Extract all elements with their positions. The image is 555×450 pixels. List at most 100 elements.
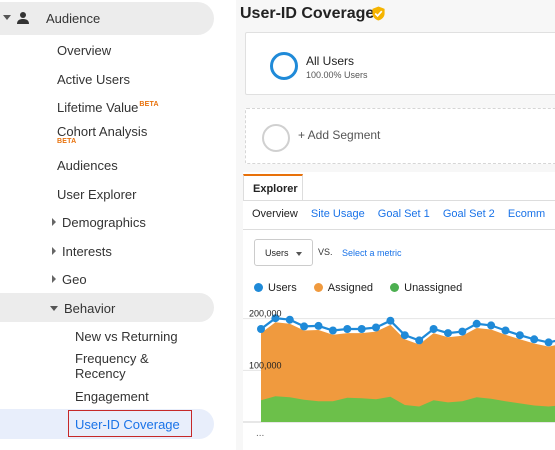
sidebar-item-demographics[interactable]: Demographics: [52, 215, 146, 230]
segment-percent: 100.00% Users: [306, 70, 368, 80]
legend-item-unassigned: Unassigned: [390, 282, 462, 294]
sidebar-item-label: Audiences: [57, 158, 118, 173]
add-segment-label: + Add Segment: [298, 128, 381, 142]
beta-badge: BETA: [57, 138, 77, 145]
sidebar-item-new-vs-returning[interactable]: New vs Returning: [75, 329, 178, 344]
data-point-users[interactable]: [487, 321, 496, 330]
data-point-users[interactable]: [386, 316, 395, 325]
data-point-users[interactable]: [357, 325, 366, 333]
data-point-users[interactable]: [530, 335, 539, 344]
highlight-box: [68, 410, 192, 437]
vs-label: VS.: [318, 247, 333, 257]
verified-shield-icon: [372, 6, 385, 21]
person-icon: [17, 12, 29, 24]
data-point-users[interactable]: [544, 338, 553, 347]
chart-legend: Users Assigned Unassigned: [254, 282, 476, 294]
subtab-site-usage[interactable]: Site Usage: [310, 208, 365, 220]
sidebar-item-label: Demographics: [62, 215, 146, 230]
chevron-right-icon: [52, 218, 56, 226]
data-point-users[interactable]: [285, 315, 294, 324]
segment-circle-icon: [270, 52, 298, 80]
sidebar-item-label: Geo: [62, 272, 87, 287]
legend-dot-icon: [390, 283, 400, 292]
sidebar-item-engagement[interactable]: Engagement: [75, 389, 149, 404]
data-point-users[interactable]: [515, 331, 524, 340]
subtab-overview[interactable]: Overview: [252, 208, 298, 220]
sidebar-item-behavior-bg: [0, 293, 214, 322]
sidebar: Audience Overview Active Users Lifetime …: [0, 0, 236, 450]
sidebar-item-interests[interactable]: Interests: [52, 244, 112, 259]
beta-badge: BETA: [139, 101, 159, 108]
data-point-users[interactable]: [343, 325, 352, 333]
sidebar-item-label: Recency: [75, 366, 126, 381]
legend-item-assigned: Assigned: [313, 282, 374, 294]
data-point-users[interactable]: [501, 326, 510, 335]
sidebar-item-label: User-ID Coverage: [75, 417, 180, 432]
segment-name: All Users: [306, 54, 355, 68]
data-point-users[interactable]: [300, 322, 309, 331]
explorer-panel: Explorer Overview Site Usage Goal Set 1 …: [243, 172, 555, 450]
sidebar-item-label: Engagement: [75, 389, 149, 404]
data-point-users[interactable]: [444, 329, 452, 338]
y-tick-label: 100,000: [249, 360, 282, 370]
legend-label: Unassigned: [404, 282, 463, 294]
add-segment-button[interactable]: + Add Segment: [245, 108, 555, 164]
sidebar-item-active-users[interactable]: Active Users: [57, 72, 130, 87]
segment-card-all-users[interactable]: All Users 100.00% Users: [245, 32, 555, 95]
subtab-goal-set-1[interactable]: Goal Set 1: [377, 208, 430, 220]
sidebar-item-audiences[interactable]: Audiences: [57, 158, 118, 173]
sidebar-item-label: Behavior: [64, 301, 116, 316]
chart-footer-ellipsis: ...: [256, 428, 265, 439]
legend-dot-icon: [313, 283, 323, 292]
sidebar-item-lifetime-value[interactable]: Lifetime ValueBETA: [57, 100, 159, 115]
sidebar-item-behavior[interactable]: Behavior: [50, 301, 115, 316]
legend-label: Users: [268, 282, 297, 294]
sidebar-item-label: Overview: [57, 43, 112, 58]
subtab-goal-set-2[interactable]: Goal Set 2: [442, 208, 495, 220]
chevron-down-icon: [3, 15, 11, 20]
chevron-right-icon: [52, 275, 56, 283]
page-title: User-ID Coverage: [240, 5, 375, 22]
data-point-users[interactable]: [429, 325, 438, 333]
sidebar-item-cohort-analysis[interactable]: Cohort Analysis: [57, 124, 147, 139]
y-tick-label: 200,000: [249, 309, 282, 319]
sidebar-item-label: Active Users: [57, 72, 130, 87]
tab-divider: [243, 200, 555, 201]
sidebar-item-overview[interactable]: Overview: [57, 43, 111, 58]
data-point-users[interactable]: [400, 331, 409, 340]
main-content: User-ID Coverage All Users 100.00% Users…: [236, 0, 555, 450]
data-point-users[interactable]: [458, 327, 467, 336]
subtabs: Overview Site Usage Goal Set 1 Goal Set …: [252, 208, 555, 220]
sidebar-item-label: Lifetime Value: [57, 100, 139, 115]
empty-segment-circle-icon: [262, 124, 290, 152]
sidebar-item-frequency-recency-line2[interactable]: Recency: [75, 366, 126, 381]
legend-item-users: Users: [254, 282, 297, 294]
data-point-users[interactable]: [328, 326, 337, 335]
data-point-users[interactable]: [257, 325, 265, 333]
data-point-users[interactable]: [415, 336, 424, 345]
sidebar-item-active-bg: [0, 409, 214, 439]
select-metric-link[interactable]: Select a metric: [342, 248, 402, 258]
tab-explorer[interactable]: Explorer: [243, 174, 303, 201]
sidebar-section-audience[interactable]: Audience: [0, 2, 214, 35]
subtab-ecommerce[interactable]: Ecomm: [507, 208, 546, 220]
sidebar-item-label: Interests: [62, 244, 112, 259]
series-area-unassigned: [261, 396, 555, 422]
legend-dot-icon: [254, 283, 263, 292]
sidebar-item-geo[interactable]: Geo: [52, 272, 87, 287]
sidebar-item-frequency-recency[interactable]: Frequency &: [75, 351, 149, 366]
sidebar-item-label: New vs Returning: [75, 329, 178, 344]
metric-select-value: Users: [265, 248, 289, 258]
sidebar-item-label: Cohort Analysis: [57, 124, 148, 139]
data-point-users[interactable]: [271, 314, 280, 323]
subtab-divider: [243, 229, 555, 230]
data-point-users[interactable]: [472, 319, 481, 328]
chevron-down-icon: [50, 306, 58, 311]
area-chart: 200,000 100,000: [243, 309, 555, 423]
sidebar-item-user-explorer[interactable]: User Explorer: [57, 187, 136, 202]
data-point-users[interactable]: [314, 321, 323, 330]
sidebar-item-user-id-coverage[interactable]: User-ID Coverage: [75, 417, 180, 432]
metric-select[interactable]: Users: [254, 239, 313, 266]
legend-label: Assigned: [327, 282, 374, 294]
data-point-users[interactable]: [372, 323, 380, 332]
